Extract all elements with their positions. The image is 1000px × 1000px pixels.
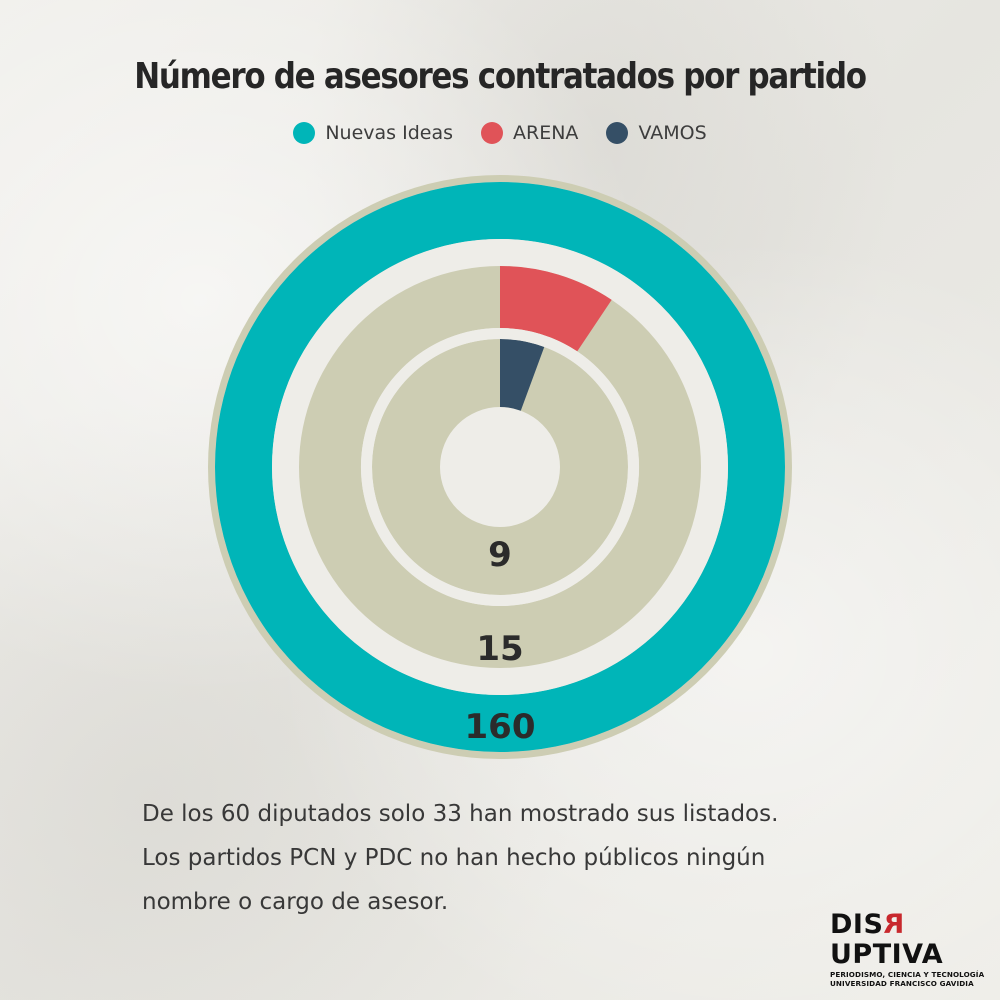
chart-title: Número de asesores contratados por parti… [134, 56, 867, 97]
legend-swatch-arena [481, 122, 504, 144]
value-label-nuevas-ideas: 160 [465, 707, 536, 747]
ring-bar-arena [500, 266, 612, 352]
ring-bar-vamos [500, 339, 545, 411]
ring-gap-2 [361, 328, 639, 606]
legend-swatch-nuevas-ideas [293, 122, 316, 144]
legend-item-arena: ARENA [481, 122, 578, 144]
value-label-arena: 15 [476, 629, 523, 669]
brand-tagline-1: PERIODISMO, CIENCIA Y TECNOLOGÍA [830, 970, 985, 979]
brand-name-part-2: UPTIVA [830, 939, 944, 970]
legend-label-nuevas-ideas: Nuevas Ideas [325, 122, 454, 144]
chart-center-hole [452, 419, 548, 515]
footnote-line-3: nombre o cargo de asesor. [142, 889, 449, 915]
footnote-line-2: Los partidos PCN y PDC no han hecho públ… [142, 845, 766, 871]
ring-gap-1 [272, 239, 728, 695]
ring-track-2 [299, 266, 701, 668]
legend-label-vamos: VAMOS [638, 122, 707, 144]
ring-track-3 [372, 339, 628, 595]
footnote: De los 60 diputados solo 33 han mostrado… [142, 792, 902, 924]
legend-swatch-vamos [606, 122, 629, 144]
brand-name-part-1: DIS [830, 909, 884, 940]
value-label-vamos: 9 [488, 535, 512, 575]
legend-item-nuevas-ideas: Nuevas Ideas [293, 122, 453, 144]
brand-name: DISRUPTIVA [830, 909, 970, 970]
brand-logo: DISRUPTIVA PERIODISMO, CIENCIA Y TECNOLO… [830, 909, 985, 988]
legend-item-vamos: VAMOS [606, 122, 707, 144]
footnote-line-1: De los 60 diputados solo 33 han mostrado… [142, 801, 779, 827]
chart-legend: Nuevas Ideas ARENA VAMOS [0, 122, 1000, 144]
brand-name-accent: R [883, 909, 905, 940]
legend-label-arena: ARENA [513, 122, 579, 144]
brand-tagline-2: UNIVERSIDAD FRANCISCO GAVIDIA [830, 979, 974, 988]
